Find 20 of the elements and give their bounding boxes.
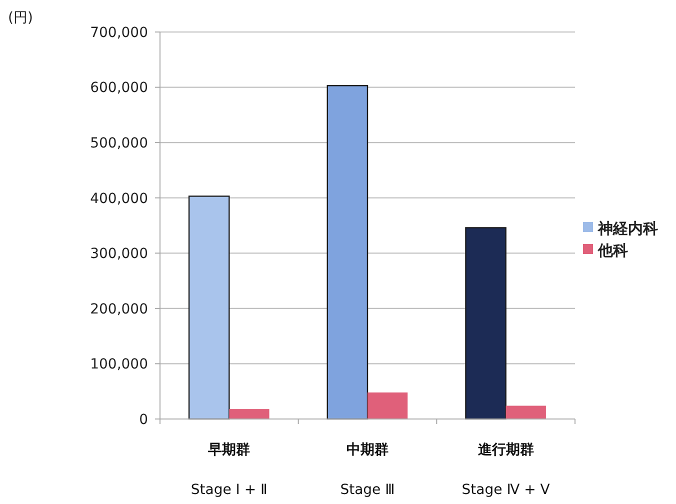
category-label: 進行期群 Stage Ⅳ + Ⅴ: [462, 442, 550, 498]
bar: [506, 406, 546, 419]
y-tick-label: 400,000: [90, 190, 148, 207]
y-axis-title: (円): [8, 10, 33, 26]
bar: [368, 392, 408, 419]
y-tick-label: 100,000: [90, 356, 148, 373]
bar: [326, 85, 368, 420]
y-tick-label: 600,000: [90, 80, 148, 96]
legend-label: 他科: [597, 241, 628, 260]
y-tick-label: 200,000: [90, 301, 148, 318]
legend-label: 神経内科: [597, 219, 658, 238]
y-tick-label: 500,000: [90, 135, 148, 152]
bar: [229, 409, 270, 419]
y-tick-label: 300,000: [90, 246, 148, 262]
bar: [188, 196, 230, 420]
y-tick-label: 0: [139, 412, 148, 428]
category-label: 中期群 Stage Ⅲ: [340, 442, 395, 498]
bar: [465, 227, 506, 420]
category-label: 早期群 Stage Ⅰ + Ⅱ: [190, 442, 268, 498]
y-tick-label: 700,000: [90, 24, 148, 41]
